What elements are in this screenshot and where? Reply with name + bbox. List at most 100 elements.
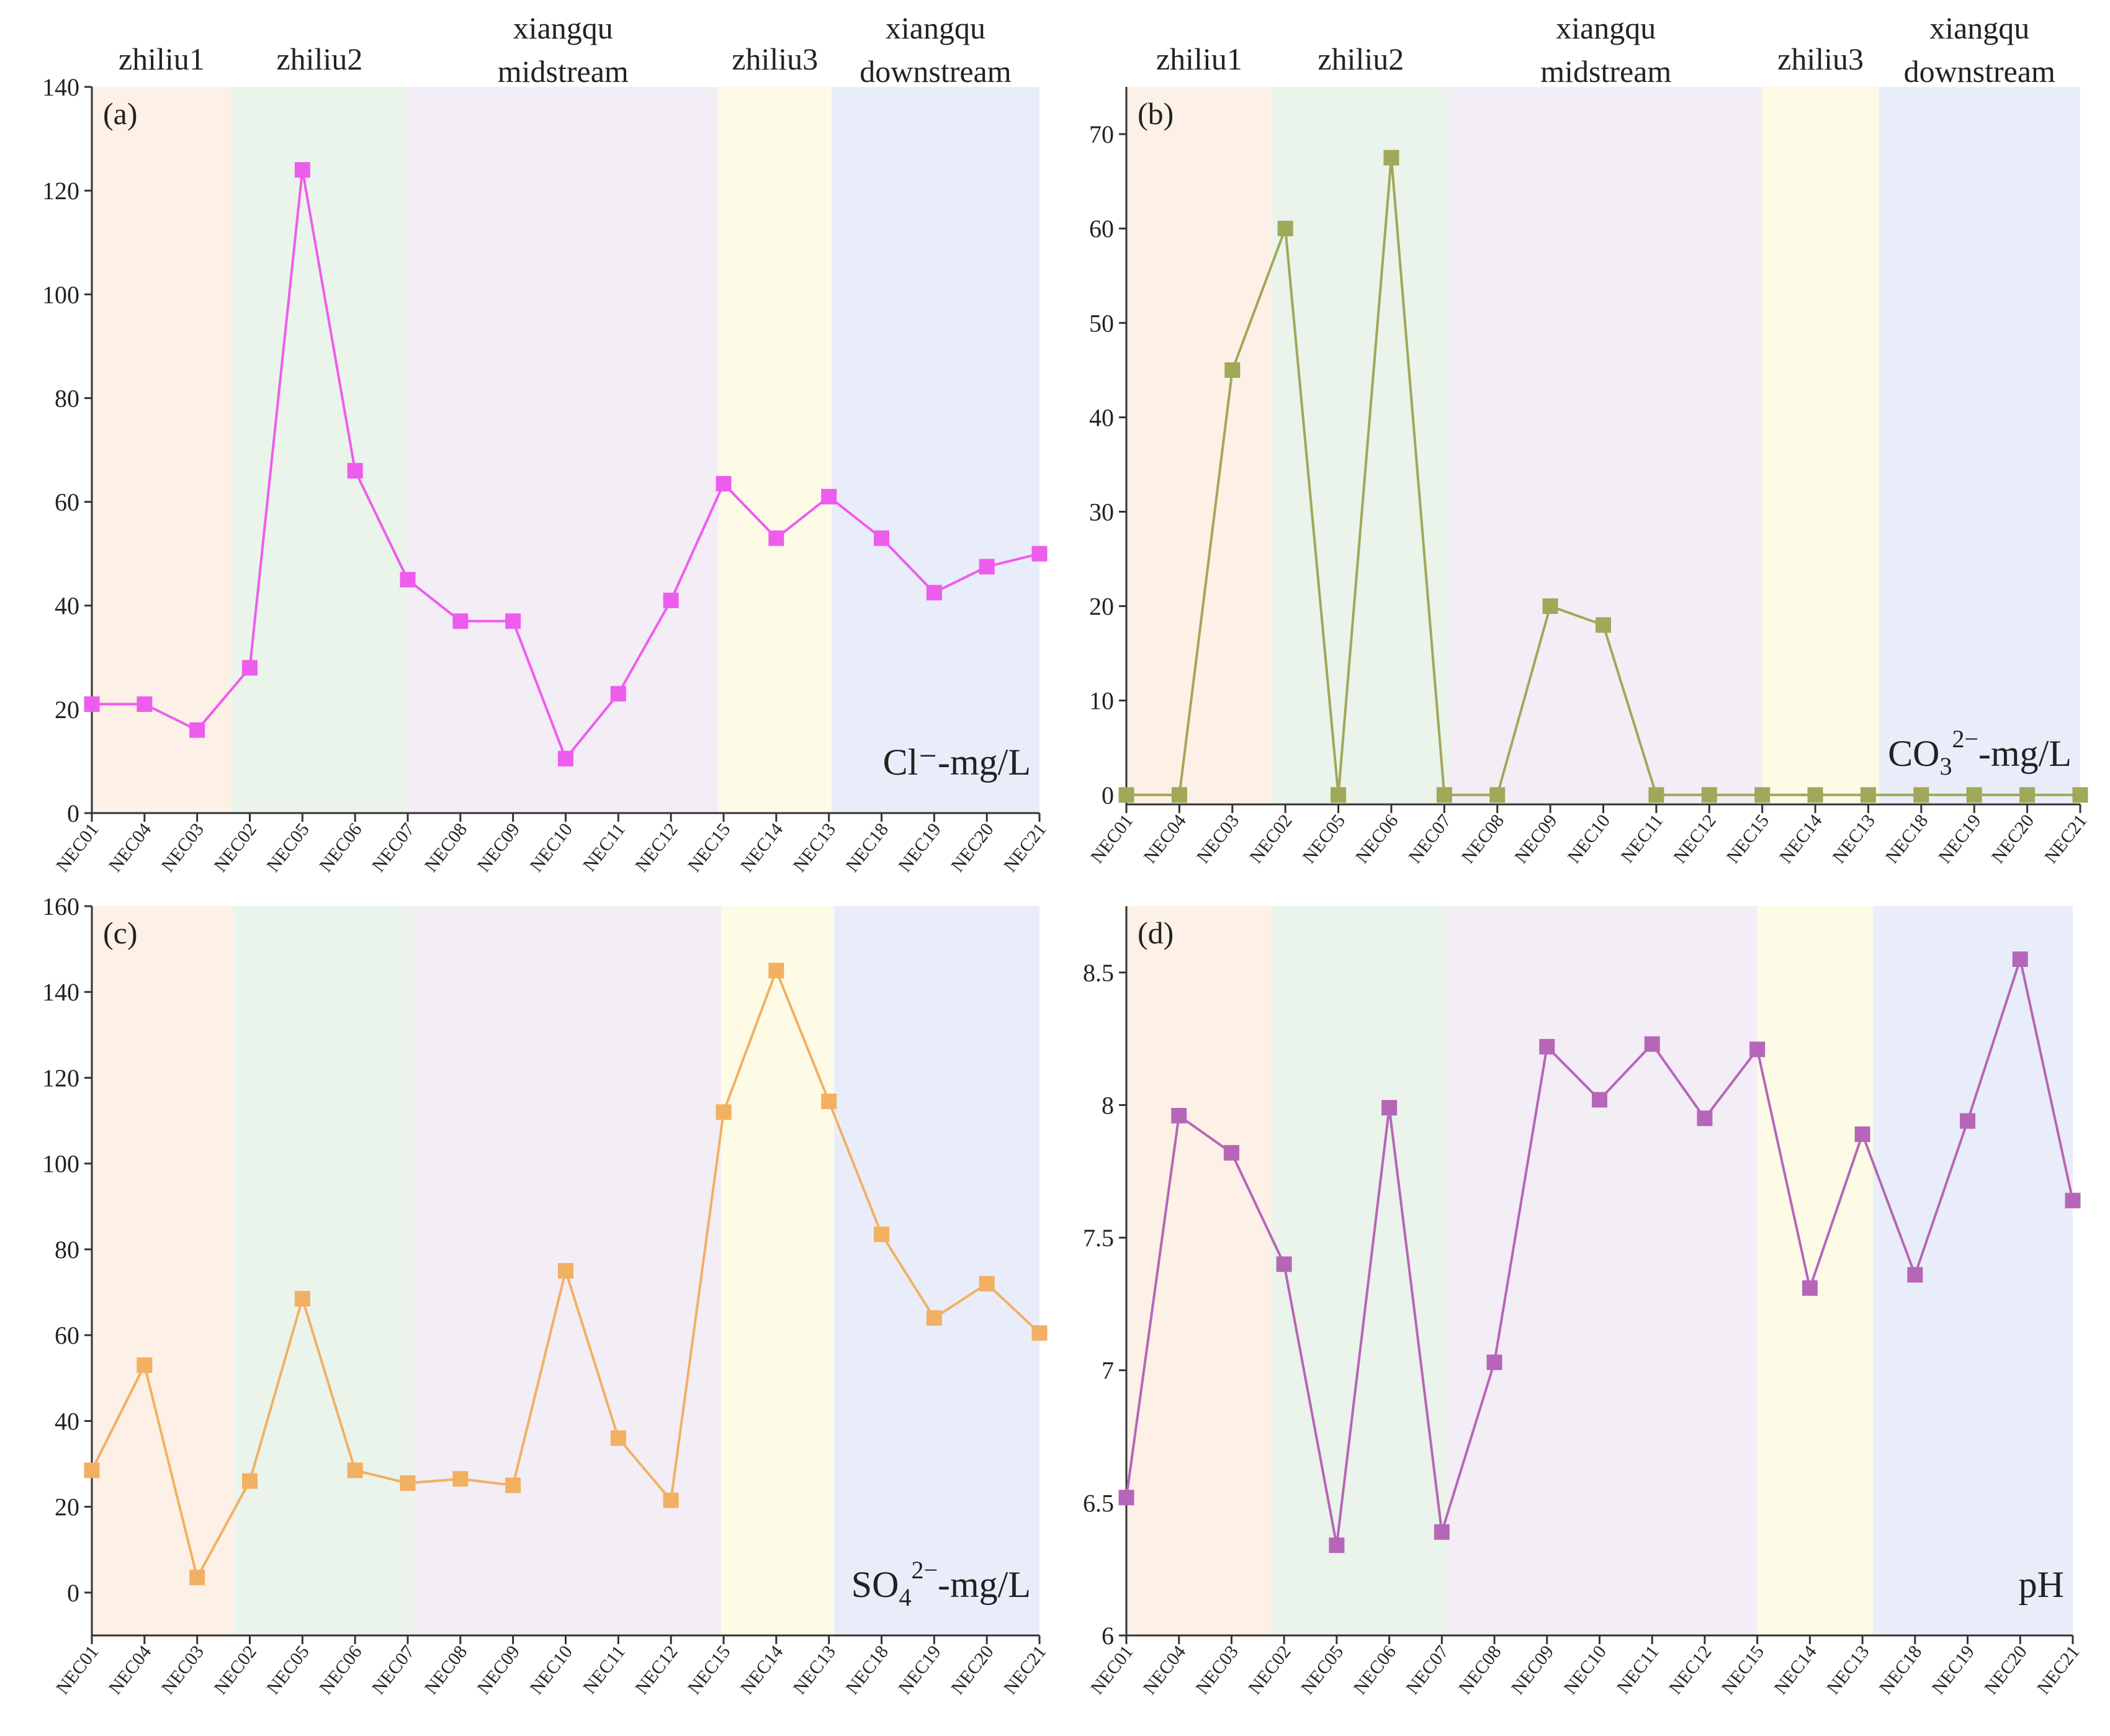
x-tick-label-nec15: NEC15 bbox=[1718, 1642, 1768, 1698]
x-tick-label-nec18: NEC18 bbox=[842, 819, 892, 876]
unit-main: SO bbox=[851, 1564, 899, 1605]
data-point-nec15 bbox=[716, 475, 732, 492]
region-band-xiangqu_downstream bbox=[1879, 87, 2080, 804]
data-point-nec11 bbox=[1648, 787, 1664, 803]
data-point-nec15 bbox=[716, 1104, 732, 1120]
data-point-nec04 bbox=[137, 696, 153, 712]
x-tick-label-nec21: NEC21 bbox=[1000, 1642, 1050, 1698]
region-label-xiangqu_midstream-line2: midstream bbox=[498, 54, 629, 89]
x-tick-label-nec01: NEC01 bbox=[52, 1642, 102, 1698]
x-tick-label-nec19: NEC19 bbox=[1934, 811, 1985, 867]
x-tick-label-nec21: NEC21 bbox=[2040, 811, 2091, 867]
data-point-nec21 bbox=[1031, 546, 1048, 562]
x-tick-label-nec13: NEC13 bbox=[789, 819, 840, 876]
region-label-zhiliu3: zhiliu3 bbox=[732, 42, 818, 76]
region-band-xiangqu_midstream bbox=[1449, 87, 1762, 804]
y-tick-label: 40 bbox=[55, 1407, 79, 1435]
region-label-zhiliu3: zhiliu3 bbox=[1777, 42, 1864, 76]
x-tick-label-nec15: NEC15 bbox=[684, 1642, 734, 1698]
x-tick-label-nec21: NEC21 bbox=[1000, 819, 1050, 876]
unit-label: Cl⁻-mg/L bbox=[883, 742, 1031, 783]
data-point-nec05 bbox=[294, 1290, 310, 1306]
data-point-nec13 bbox=[1854, 1126, 1870, 1142]
data-point-nec04 bbox=[1171, 1108, 1187, 1124]
y-tick-label: 60 bbox=[55, 1321, 79, 1349]
data-point-nec13 bbox=[821, 1093, 837, 1109]
y-tick-label: 80 bbox=[55, 1236, 79, 1264]
data-point-nec11 bbox=[610, 1430, 626, 1446]
x-tick-label-nec06: NEC06 bbox=[315, 1642, 366, 1698]
data-point-nec03 bbox=[1224, 362, 1241, 378]
unit-label: pH bbox=[2019, 1564, 2064, 1605]
x-tick-label-nec03: NEC03 bbox=[158, 819, 208, 876]
x-tick-label-nec14: NEC14 bbox=[1770, 1642, 1820, 1698]
x-tick-label-nec02: NEC02 bbox=[1246, 811, 1296, 867]
data-point-nec13 bbox=[1860, 787, 1876, 803]
panel-label: (d) bbox=[1138, 915, 1174, 950]
x-tick-label-nec09: NEC09 bbox=[474, 819, 524, 876]
y-tick-label: 0 bbox=[1102, 781, 1114, 809]
y-tick-label: 80 bbox=[55, 384, 79, 412]
x-tick-label-nec06: NEC06 bbox=[1352, 811, 1402, 867]
region-label-xiangqu_midstream: xiangqu bbox=[513, 11, 613, 45]
data-point-nec10 bbox=[558, 1263, 573, 1279]
data-point-nec01 bbox=[1118, 787, 1134, 803]
data-point-nec12 bbox=[1697, 1110, 1713, 1127]
y-tick-label: 10 bbox=[1089, 687, 1114, 715]
region-band-zhiliu2 bbox=[234, 906, 413, 1635]
x-tick-label-nec10: NEC10 bbox=[1564, 811, 1614, 867]
region-band-xiangqu_midstream bbox=[408, 87, 719, 813]
x-tick-label-nec10: NEC10 bbox=[526, 819, 577, 876]
y-tick-label: 120 bbox=[42, 177, 79, 205]
data-point-nec20 bbox=[979, 1275, 995, 1292]
data-point-nec01 bbox=[1118, 1490, 1134, 1506]
x-tick-label-nec10: NEC10 bbox=[1560, 1642, 1610, 1698]
data-point-nec07 bbox=[400, 1475, 416, 1491]
region-band-zhiliu1 bbox=[1126, 87, 1272, 804]
data-point-nec07 bbox=[1436, 787, 1452, 803]
y-tick-label: 7 bbox=[1102, 1357, 1114, 1385]
region-band-zhiliu2 bbox=[1270, 906, 1447, 1635]
y-tick-label: 20 bbox=[55, 1493, 79, 1521]
x-tick-label-nec13: NEC13 bbox=[789, 1642, 840, 1698]
x-tick-label-nec14: NEC14 bbox=[737, 1642, 787, 1698]
panel-label: (c) bbox=[103, 915, 138, 950]
x-tick-label-nec12: NEC12 bbox=[1669, 811, 1720, 867]
region-band-zhiliu1 bbox=[1126, 906, 1271, 1635]
y-tick-label: 6 bbox=[1102, 1622, 1114, 1650]
y-tick-label: 30 bbox=[1089, 498, 1114, 526]
data-point-nec19 bbox=[926, 585, 942, 601]
data-point-nec14 bbox=[1807, 787, 1823, 803]
unit-label: SO42−-mg/L bbox=[851, 1556, 1031, 1611]
x-tick-label-nec06: NEC06 bbox=[315, 819, 366, 876]
data-point-nec11 bbox=[610, 686, 626, 702]
data-point-nec19 bbox=[1960, 1113, 1976, 1129]
unit-label: CO32−-mg/L bbox=[1888, 725, 2072, 780]
data-point-nec10 bbox=[1592, 1092, 1607, 1108]
data-point-nec05 bbox=[1329, 1537, 1345, 1554]
y-tick-label: 120 bbox=[42, 1064, 79, 1092]
data-point-nec05 bbox=[1331, 787, 1347, 803]
panel-b: zhiliu1 zhiliu2 xiangqu midstream zhiliu3 xia… bbox=[1087, 11, 2091, 867]
data-point-nec01 bbox=[84, 696, 100, 712]
data-point-nec14 bbox=[1802, 1280, 1818, 1296]
data-point-nec18 bbox=[1907, 1267, 1923, 1283]
x-tick-label-nec20: NEC20 bbox=[947, 819, 997, 876]
data-point-nec07 bbox=[400, 572, 416, 588]
data-point-nec03 bbox=[189, 722, 205, 738]
x-tick-label-nec03: NEC03 bbox=[1193, 811, 1243, 867]
x-tick-label-nec20: NEC20 bbox=[1988, 811, 2038, 867]
data-point-nec02 bbox=[1277, 220, 1293, 236]
x-tick-label-nec04: NEC04 bbox=[1139, 811, 1190, 867]
y-tick-label: 6.5 bbox=[1083, 1489, 1114, 1517]
x-tick-label-nec05: NEC05 bbox=[263, 819, 313, 876]
x-tick-label-nec02: NEC02 bbox=[1244, 1642, 1295, 1698]
data-point-nec21 bbox=[2065, 1192, 2081, 1208]
x-tick-label-nec18: NEC18 bbox=[842, 1642, 892, 1698]
data-point-nec06 bbox=[1383, 150, 1399, 166]
y-tick-label: 140 bbox=[42, 978, 79, 1006]
x-tick-label-nec05: NEC05 bbox=[1297, 1642, 1347, 1698]
x-tick-label-nec04: NEC04 bbox=[105, 1642, 155, 1698]
